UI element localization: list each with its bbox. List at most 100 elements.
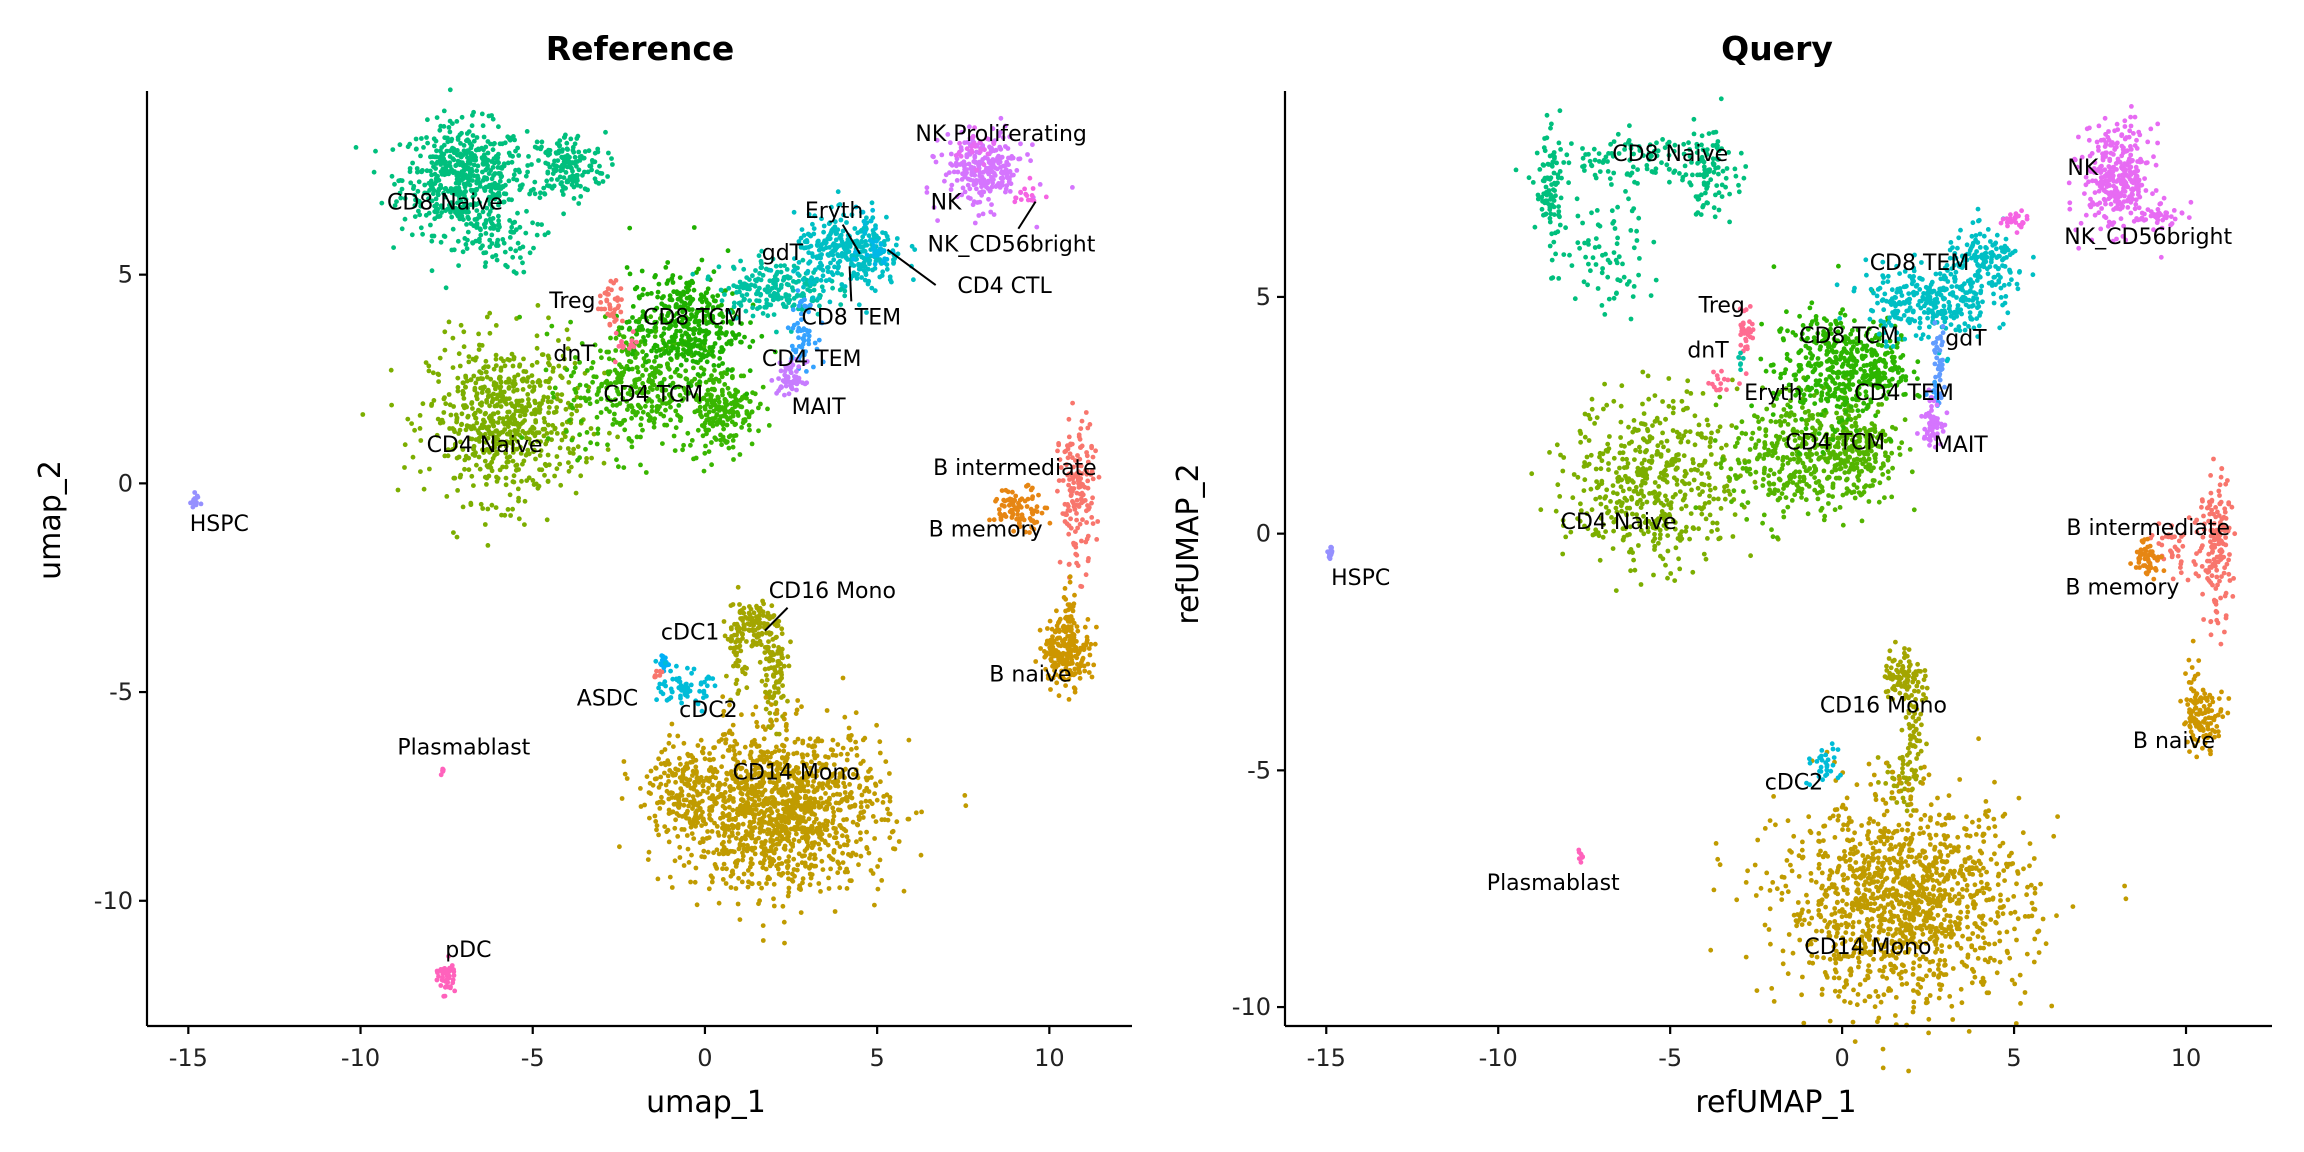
point-cd4-tcm xyxy=(715,394,721,400)
point-cd8-naive xyxy=(407,141,413,147)
point-cd4-naive xyxy=(571,446,576,452)
point-cd8-tcm xyxy=(670,273,676,278)
point-cd14-mono xyxy=(655,876,661,882)
point-cd8-tem xyxy=(791,268,796,274)
point-cd8-tcm xyxy=(685,343,691,349)
point-cd8-tem xyxy=(823,240,828,246)
point-cd4-naive xyxy=(573,490,579,496)
point-b-naive xyxy=(1042,649,1047,654)
point-cd8-naive xyxy=(455,137,461,142)
point-cd8-naive xyxy=(443,162,448,168)
point-cd4-naive xyxy=(466,359,472,365)
point-cd8-tcm xyxy=(750,338,756,344)
point-cd8-tem xyxy=(850,273,856,279)
point-b-naive xyxy=(1048,687,1053,692)
point-cd8-tcm xyxy=(723,332,728,338)
point-b-memory xyxy=(1039,510,1045,516)
point-cd8-naive xyxy=(497,141,503,147)
point-cd4-tcm xyxy=(543,367,549,373)
point-nk-proliferating xyxy=(974,167,979,173)
point-cd4-tcm xyxy=(685,430,691,436)
point-cd8-naive xyxy=(471,203,476,208)
point-cd8-tcm xyxy=(679,340,685,345)
point-cd8-naive xyxy=(496,183,502,189)
point-gdt xyxy=(744,286,750,292)
point-cd4-naive xyxy=(519,377,525,383)
point-cd8-naive xyxy=(431,164,436,170)
point-cd4-naive xyxy=(526,397,531,402)
point-cd4-naive xyxy=(557,445,563,451)
point-cd14-mono xyxy=(791,837,797,843)
point-nk xyxy=(972,220,978,226)
point-cd8-naive xyxy=(425,117,430,123)
point-gdt xyxy=(758,265,764,271)
point-cd4-naive xyxy=(485,543,491,548)
point-nk xyxy=(998,115,1004,121)
point-cd4-tcm xyxy=(615,376,620,381)
point-cd8-naive xyxy=(447,118,453,124)
point-gdt xyxy=(807,288,813,294)
point-cd4-tcm xyxy=(720,422,726,428)
point-cd4-tcm xyxy=(646,412,651,418)
point-cd4-tcm xyxy=(583,446,588,452)
point-b-naive xyxy=(1056,619,1062,624)
point-cd4-tcm xyxy=(577,382,583,388)
point-cd4-naive xyxy=(516,398,522,404)
point-cd14-mono xyxy=(659,794,664,800)
point-cd8-tcm xyxy=(720,361,725,366)
point-cd16-mono xyxy=(767,710,773,716)
point-cd14-mono xyxy=(858,804,864,810)
point-cd4-tcm xyxy=(640,373,645,378)
point-cd14-mono xyxy=(732,738,738,744)
point-cd4-tcm xyxy=(626,437,632,442)
point-b-intermediate xyxy=(1071,480,1077,486)
point-b-intermediate xyxy=(1079,584,1085,589)
point-b-naive xyxy=(1055,641,1061,647)
point-cd4-naive xyxy=(489,502,495,508)
point-cd4-naive xyxy=(491,391,496,397)
point-b-naive xyxy=(1084,634,1090,640)
point-cd4-naive xyxy=(447,426,452,431)
point-cd4-tcm xyxy=(643,367,649,373)
point-cd4-naive xyxy=(510,479,516,485)
point-cd14-mono xyxy=(875,864,880,869)
point-cd8-naive xyxy=(409,232,415,238)
point-cd14-mono xyxy=(754,724,760,729)
point-cd16-mono xyxy=(733,652,738,657)
point-b-intermediate xyxy=(1074,560,1079,566)
point-cd4-naive xyxy=(412,427,417,433)
point-b-intermediate xyxy=(1075,525,1080,531)
point-cd4-naive xyxy=(485,364,491,370)
point-cd4-tcm xyxy=(587,401,593,407)
point-cd4-ctl xyxy=(878,242,884,247)
point-cd16-mono xyxy=(769,603,775,609)
point-cd8-naive xyxy=(481,152,487,158)
point-cd8-naive xyxy=(557,143,562,149)
point-cd4-tcm xyxy=(678,415,684,421)
point-cd8-naive xyxy=(539,139,545,145)
point-b-memory xyxy=(1034,504,1040,510)
point-gdt xyxy=(719,298,725,304)
point-nk xyxy=(939,152,945,158)
point-cd14-mono xyxy=(830,752,836,758)
point-b-naive xyxy=(1063,596,1069,602)
point-cd8-tem xyxy=(884,266,890,272)
point-cd8-naive xyxy=(521,269,527,275)
point-cd8-naive xyxy=(472,153,477,158)
point-cd14-mono xyxy=(771,896,776,902)
point-gdt xyxy=(765,313,771,319)
point-cd14-mono xyxy=(838,751,844,757)
point-cd4-naive xyxy=(448,412,454,418)
point-cd4-tcm xyxy=(654,409,660,414)
point-cd4-tcm xyxy=(578,395,584,401)
point-cd4-naive xyxy=(531,482,537,487)
point-cd4-naive xyxy=(607,430,612,436)
point-b-naive xyxy=(1038,646,1043,651)
point-cd8-naive xyxy=(507,235,513,240)
point-cd14-mono xyxy=(856,862,861,868)
point-cd4-naive xyxy=(456,351,462,357)
point-gdt xyxy=(783,304,789,310)
point-b-memory xyxy=(1028,506,1034,512)
point-cd4-tcm xyxy=(747,427,752,433)
